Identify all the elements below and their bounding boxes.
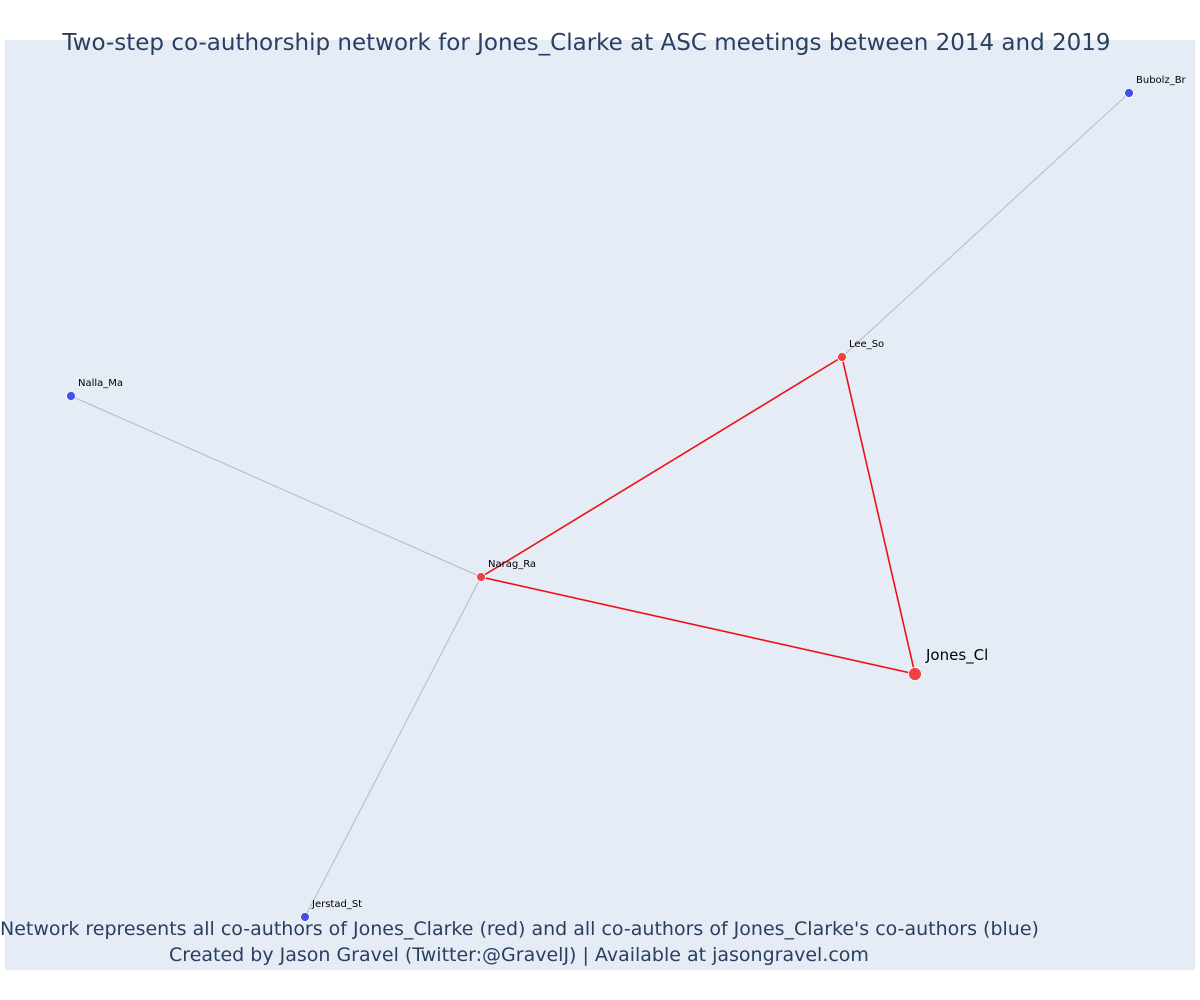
caption-line-1: Network represents all co-authors of Jon…	[0, 918, 1039, 940]
chart-title: Two-step co-authorship network for Jones…	[62, 30, 1111, 56]
node-label-Narag_Ra: Narag_Ra	[488, 559, 536, 570]
node-Jerstad_St[interactable]	[300, 912, 310, 922]
nodes-layer	[66, 88, 1134, 922]
edge-Lee_So-Narag_Ra	[480, 356, 843, 578]
node-label-Bubolz_Br: Bubolz_Br	[1136, 75, 1187, 86]
edge-Lee_So-Bubolz_Br	[841, 92, 1130, 358]
edge-Narag_Ra-Jerstad_St	[304, 576, 482, 918]
node-label-Lee_So: Lee_So	[849, 339, 884, 350]
edge-Jones_Cl-Narag_Ra	[480, 576, 916, 675]
edge-Jones_Cl-Lee_So	[841, 356, 916, 675]
edge-Narag_Ra-Nalla_Ma	[70, 395, 482, 578]
node-Lee_So[interactable]	[837, 352, 847, 362]
labels-layer: Jones_Cl Lee_So Narag_Ra Bubolz_Br Nalla_Ma J…	[78, 75, 1187, 910]
node-Narag_Ra[interactable]	[476, 572, 486, 582]
node-label-Jones_Cl: Jones_Cl	[925, 646, 988, 665]
caption-line-2: Created by Jason Gravel (Twitter:@Gravel…	[169, 944, 869, 966]
node-label-Jerstad_St: Jerstad_St	[311, 899, 362, 910]
node-Jones_Cl[interactable]	[908, 667, 922, 681]
node-label-Nalla_Ma: Nalla_Ma	[78, 378, 123, 389]
node-Nalla_Ma[interactable]	[66, 391, 76, 401]
edges-layer	[70, 92, 1130, 918]
node-Bubolz_Br[interactable]	[1124, 88, 1134, 98]
